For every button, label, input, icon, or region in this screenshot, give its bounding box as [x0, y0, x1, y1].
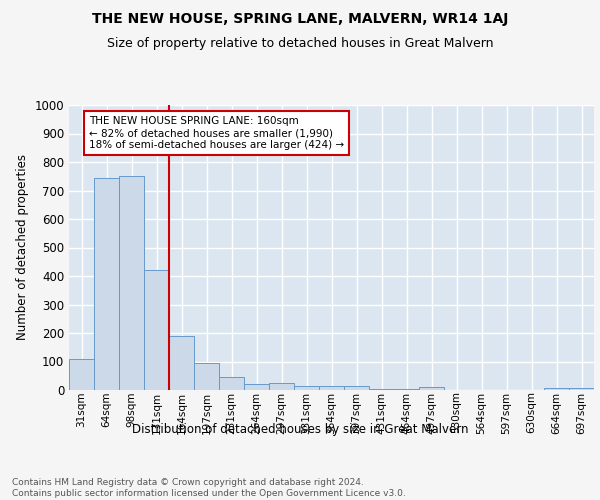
- Text: Contains HM Land Registry data © Crown copyright and database right 2024.
Contai: Contains HM Land Registry data © Crown c…: [12, 478, 406, 498]
- Bar: [194, 363, 219, 390]
- Text: THE NEW HOUSE, SPRING LANE, MALVERN, WR14 1AJ: THE NEW HOUSE, SPRING LANE, MALVERN, WR1…: [92, 12, 508, 26]
- Bar: [344, 386, 369, 390]
- Bar: [319, 386, 344, 390]
- Bar: [369, 388, 394, 390]
- Text: THE NEW HOUSE SPRING LANE: 160sqm
← 82% of detached houses are smaller (1,990)
1: THE NEW HOUSE SPRING LANE: 160sqm ← 82% …: [89, 116, 344, 150]
- Y-axis label: Number of detached properties: Number of detached properties: [16, 154, 29, 340]
- Bar: [569, 388, 594, 390]
- Bar: [94, 178, 119, 390]
- Bar: [69, 358, 94, 390]
- Bar: [419, 387, 444, 390]
- Text: Size of property relative to detached houses in Great Malvern: Size of property relative to detached ho…: [107, 38, 493, 51]
- Bar: [119, 176, 144, 390]
- Bar: [144, 270, 169, 390]
- Bar: [219, 376, 244, 390]
- Text: Distribution of detached houses by size in Great Malvern: Distribution of detached houses by size …: [132, 422, 468, 436]
- Bar: [269, 383, 294, 390]
- Bar: [244, 384, 269, 390]
- Bar: [294, 386, 319, 390]
- Bar: [169, 336, 194, 390]
- Bar: [544, 388, 569, 390]
